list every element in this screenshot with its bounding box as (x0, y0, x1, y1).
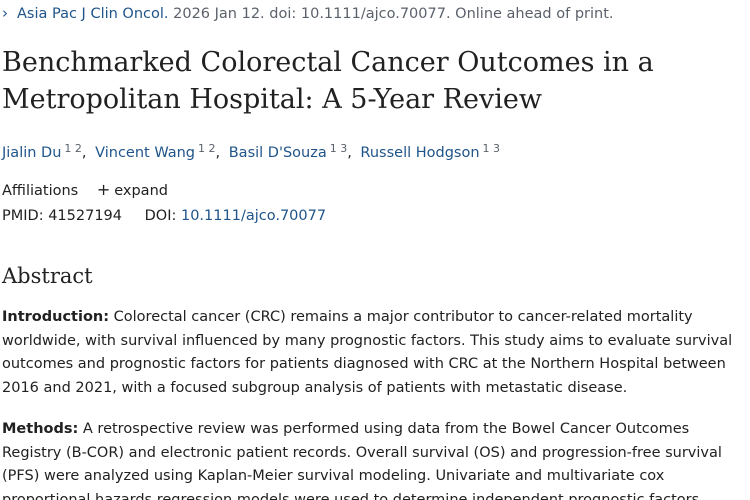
article-title: Benchmarked Colorectal Cancer Outcomes i… (2, 47, 654, 115)
methods-label: Methods: (2, 421, 79, 437)
abstract-heading: Abstract (2, 264, 93, 288)
doi-link[interactable]: 10.1111/ajco.70077 (180, 208, 327, 224)
author-separator: , (215, 145, 221, 161)
author-affiliation-refs[interactable]: 1 3 (329, 142, 348, 155)
pmid-value: 41527194 (48, 208, 123, 224)
plus-icon: + (96, 180, 111, 199)
journal-link[interactable]: Asia Pac J Clin Oncol. (17, 6, 169, 22)
identifiers-row: PMID: 41527194 DOI: 10.1111/ajco.70077 (2, 208, 326, 224)
author-separator: , (81, 145, 87, 161)
author-link[interactable]: Russell Hodgson (360, 145, 480, 161)
expand-affiliations-button[interactable]: + expand (96, 180, 168, 199)
author-link[interactable]: Basil D'Souza (228, 145, 327, 161)
author-separator: , (347, 145, 352, 161)
pmid-label: PMID: (2, 208, 44, 224)
author-affiliation-refs[interactable]: 1 2 (64, 142, 82, 155)
doi-label: DOI: (144, 208, 177, 224)
author-affiliation-refs[interactable]: 1 3 (482, 142, 501, 155)
abstract-introduction: Introduction: Colorectal cancer (CRC) re… (2, 306, 744, 400)
author-link[interactable]: Vincent Wang (95, 145, 196, 161)
author-affiliation-refs[interactable]: 1 2 (198, 142, 216, 155)
introduction-text: Colorectal cancer (CRC) remains a major … (2, 309, 733, 396)
citation-details: 2026 Jan 12. doi: 10.1111/ajco.70077. On… (173, 6, 614, 22)
introduction-label: Introduction: (2, 309, 110, 325)
abstract-methods: Methods: A retrospective review was perf… (2, 418, 744, 500)
chevron-right-icon[interactable]: › (2, 4, 8, 22)
affiliations-label: Affiliations (2, 183, 79, 199)
author-link[interactable]: Jialin Du (2, 145, 62, 161)
affiliations-row: Affiliations + expand (2, 180, 168, 199)
expand-label: expand (114, 183, 168, 199)
citation-line: › Asia Pac J Clin Oncol. 2026 Jan 12. doi… (2, 4, 614, 22)
methods-text: A retrospective review was performed usi… (2, 421, 722, 500)
author-list: Jialin Du 1 2, Vincent Wang 1 2, Basil D'S… (2, 142, 500, 161)
